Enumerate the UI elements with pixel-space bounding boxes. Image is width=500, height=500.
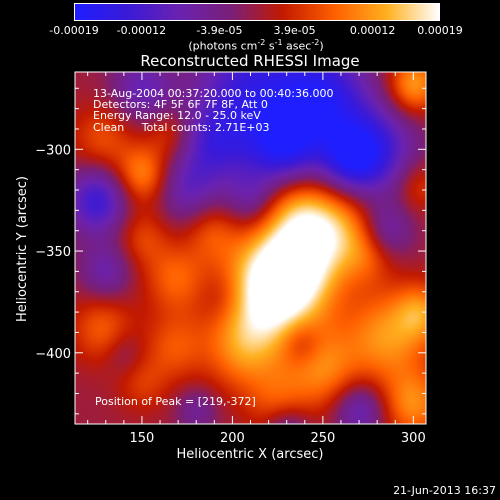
axis-ticks [75,72,426,424]
x-tick-label: 150 [130,431,155,446]
x-tick-label: 300 [401,431,426,446]
units-part: (photons cm [188,39,258,53]
y-tick-label: −400 [35,347,71,362]
colorbar-tick-label: 0.00012 [349,24,396,37]
colorbar-units: (photons cm-2 s-1 asec-2) [188,38,323,53]
axis-tick-labels: 150 200 250 300 −300 −350 −400 [35,143,425,446]
colorbar-gradient [74,3,440,21]
colorbar-tick-label: -0.00019 [49,24,99,37]
units-part: s [265,39,275,53]
plot-title: Reconstructed RHESSI Image [140,52,360,70]
y-axis-label: Heliocentric Y (arcsec) [15,176,30,322]
y-tick-label: −350 [35,245,71,260]
colorbar [74,3,440,21]
annotation-total-counts: Clean Total counts: 2.71E+03 [93,121,270,134]
units-exponent: -2 [257,38,266,47]
colorbar-tick-label: 0.00019 [417,24,463,37]
annotation-time-range: 13-Aug-2004 00:37:20.000 to 00:40:36.000 [93,87,334,100]
units-part: ) [319,39,324,53]
x-tick-label: 250 [310,431,335,446]
x-axis-label: Heliocentric X (arcsec) [177,447,324,462]
colorbar-tick-label: -3.9e-05 [196,24,243,37]
annotation-peak-position: Position of Peak = [219,-372] [95,395,256,408]
footer-timestamp: 21-Jun-2013 16:37 [393,484,496,497]
annotation-detectors: Detectors: 4F 5F 6F 7F 8F, Att 0 [93,98,268,111]
annotation-energy-range: Energy Range: 12.0 - 25.0 keV [93,109,261,122]
x-tick-label: 200 [220,431,245,446]
y-tick-label: −300 [35,143,71,158]
colorbar-tick-label: 3.9e-05 [273,24,316,37]
colorbar-tick-label: -0.00012 [116,24,167,37]
units-exponent: -1 [274,38,283,47]
units-exponent: -2 [311,38,320,47]
heatmap-image-wrap [75,72,426,424]
heatmap-image [75,72,426,424]
annotation-group: 13-Aug-2004 00:37:20.000 to 00:40:36.000… [93,87,334,408]
units-part: asec [282,39,312,53]
